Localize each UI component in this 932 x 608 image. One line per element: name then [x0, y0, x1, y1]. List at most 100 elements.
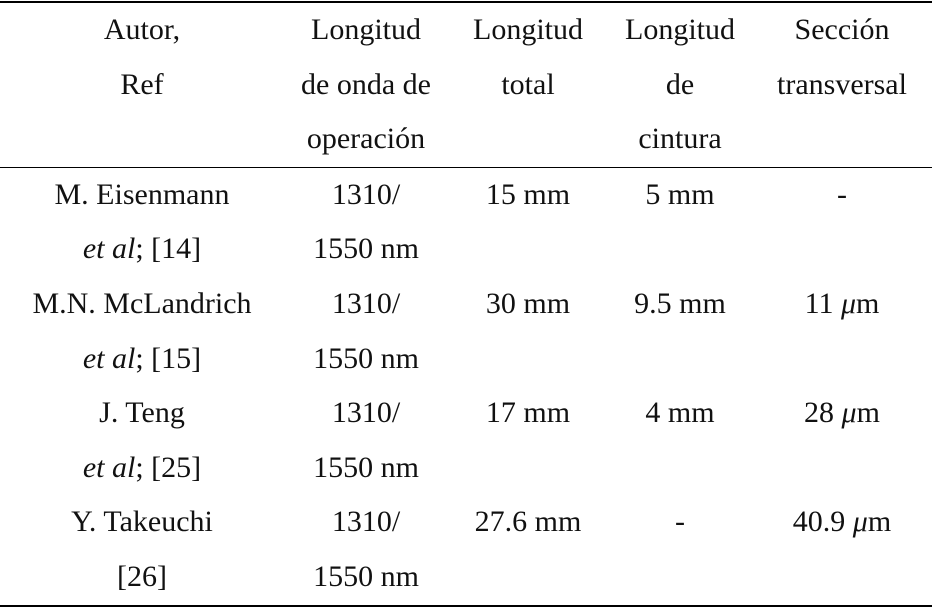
cell-text: 1550 nm — [313, 341, 419, 375]
cell-text: - — [675, 505, 685, 539]
cell-text: 1310/ — [331, 177, 401, 211]
table-cell: 5 mm — [608, 167, 752, 277]
header-text: de onda de — [301, 67, 431, 101]
cell-line: 1310/ — [284, 386, 448, 441]
header-text: Longitud — [473, 13, 583, 46]
cell-line: 1310/ — [284, 168, 448, 223]
table-cell: 40.9 μm — [752, 495, 932, 605]
table-cell: 1310/1550 nm — [284, 495, 448, 605]
cell-line: 1550 nm — [284, 550, 448, 605]
cell-line: 1310/ — [284, 495, 448, 550]
cell-text: 17 mm — [485, 396, 571, 430]
header-cell: Longitud de cintura — [608, 2, 752, 167]
table-header: Autor, Ref Longitud de onda de operación Long… — [0, 2, 932, 168]
cell-text: 1550 nm — [313, 559, 419, 593]
cell-line: - — [752, 168, 932, 223]
cell-line: et al; [25] — [0, 441, 284, 496]
header-text: Longitud — [311, 13, 421, 46]
cell-text: 1310/ — [331, 505, 401, 539]
cell-text: μ — [852, 505, 868, 539]
cell-text: 4 mm — [645, 396, 715, 430]
header-text: Autor, — [103, 13, 181, 46]
cell-line: 9.5 mm — [608, 277, 752, 332]
header-text: total — [501, 67, 555, 101]
cell-text: 28 — [804, 396, 842, 430]
cell-line: [26] — [0, 550, 284, 605]
cell-text: 5 mm — [645, 177, 715, 211]
header-text: Longitud — [625, 13, 735, 46]
cell-line: 1550 nm — [284, 332, 448, 387]
header-cell: Longitud de onda de operación — [284, 2, 448, 167]
cell-line: J. Teng — [0, 386, 284, 441]
table-cell: M. Eisenmann et al; [14] — [0, 167, 284, 277]
cell-text: 40.9 — [792, 505, 853, 539]
cell-text: μ — [841, 396, 857, 430]
cell-text: m — [867, 505, 892, 539]
table-row: M.N. McLandrich et al; [15] 1310/1550 nm 30… — [0, 277, 932, 386]
table-cell: 4 mm — [608, 386, 752, 495]
header-text: Ref — [120, 67, 164, 101]
header-text: transversal — [777, 67, 907, 101]
cell-line: 1550 nm — [284, 222, 448, 277]
header-text: de — [665, 67, 695, 101]
header-text: operación — [306, 122, 426, 156]
cell-text: J. Teng — [99, 396, 185, 430]
cell-text: 1310/ — [331, 396, 401, 430]
cell-line: 1310/ — [284, 277, 448, 332]
header-cell: Longitud total — [448, 2, 608, 167]
cell-text: - — [837, 177, 847, 211]
table-row: M. Eisenmann et al; [14] 1310/1550 nm 15 mm… — [0, 167, 932, 277]
cell-text: m — [856, 396, 880, 430]
cell-line: - — [608, 495, 752, 550]
cell-text: M. Eisenmann — [54, 177, 230, 211]
cell-text: ; [25] — [135, 450, 202, 484]
cell-line: 11 μm — [752, 277, 932, 332]
cell-text: 1550 nm — [313, 232, 419, 266]
cell-line: 15 mm — [448, 168, 608, 223]
table-cell: 9.5 mm — [608, 277, 752, 386]
table-cell: 11 μm — [752, 277, 932, 386]
cell-text: Y. Takeuchi — [71, 505, 213, 539]
table-cell: Y. Takeuchi [26] — [0, 495, 284, 605]
cell-line: 4 mm — [608, 386, 752, 441]
table-cell: 1310/1550 nm — [284, 277, 448, 386]
cell-line: et al; [15] — [0, 332, 284, 387]
cell-text: et al — [82, 450, 136, 484]
header-cell: Autor, Ref — [0, 2, 284, 167]
cell-line: M.N. McLandrich — [0, 277, 284, 332]
header-text: Sección — [794, 13, 890, 46]
table-cell: - — [608, 495, 752, 605]
table-cell: 17 mm — [448, 386, 608, 495]
table-cell: 30 mm — [448, 277, 608, 386]
table-cell: 1310/1550 nm — [284, 167, 448, 277]
header-cell: Sección transversal — [752, 2, 932, 167]
cell-text: et al — [82, 232, 136, 266]
table-cell: 1310/1550 nm — [284, 386, 448, 495]
table-row: J. Teng et al; [25] 1310/1550 nm 17 mm 4 mm 2… — [0, 386, 932, 495]
cell-line: et al; [14] — [0, 222, 284, 277]
table-row: Y. Takeuchi [26] 1310/1550 nm 27.6 mm - 40.9 … — [0, 495, 932, 606]
cell-line: 5 mm — [608, 168, 752, 223]
cell-line: M. Eisenmann — [0, 168, 284, 223]
table-cell: 27.6 mm — [448, 495, 608, 605]
header-row: Autor, Ref Longitud de onda de operación Long… — [0, 2, 932, 168]
table-cell: 28 μm — [752, 386, 932, 495]
cell-line: 40.9 μm — [752, 495, 932, 550]
cell-line: 1550 nm — [284, 441, 448, 496]
cell-text: 11 — [804, 286, 841, 320]
cell-text: 30 mm — [485, 286, 571, 320]
cell-text: et al — [82, 341, 136, 375]
cell-text: M.N. McLandrich — [32, 286, 252, 320]
cell-text: 27.6 mm — [474, 505, 582, 539]
cell-line: 17 mm — [448, 386, 608, 441]
table-cell: J. Teng et al; [25] — [0, 386, 284, 495]
cell-text: m — [856, 286, 880, 320]
cell-text: 15 mm — [485, 177, 571, 211]
cell-text: 1550 nm — [313, 450, 419, 484]
cell-text: μ — [840, 286, 857, 320]
cell-text: ; [14] — [135, 232, 202, 266]
cell-text: [26] — [117, 559, 167, 593]
table-cell: - — [752, 167, 932, 277]
